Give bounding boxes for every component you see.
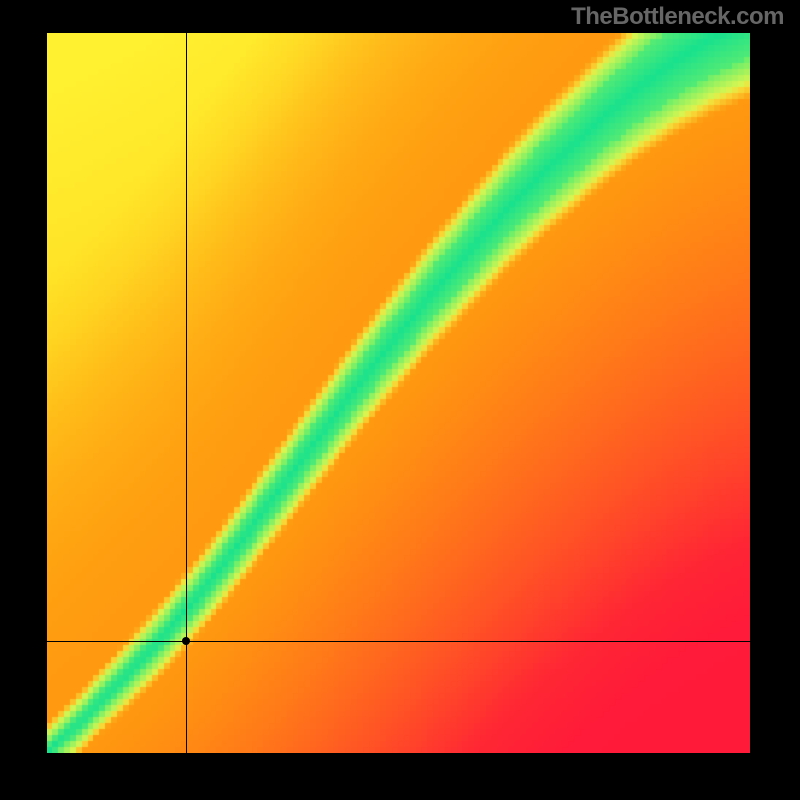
crosshair-marker (182, 637, 190, 645)
bottleneck-heatmap (47, 33, 750, 753)
crosshair-horizontal (47, 641, 750, 642)
watermark-text: TheBottleneck.com (571, 3, 784, 31)
